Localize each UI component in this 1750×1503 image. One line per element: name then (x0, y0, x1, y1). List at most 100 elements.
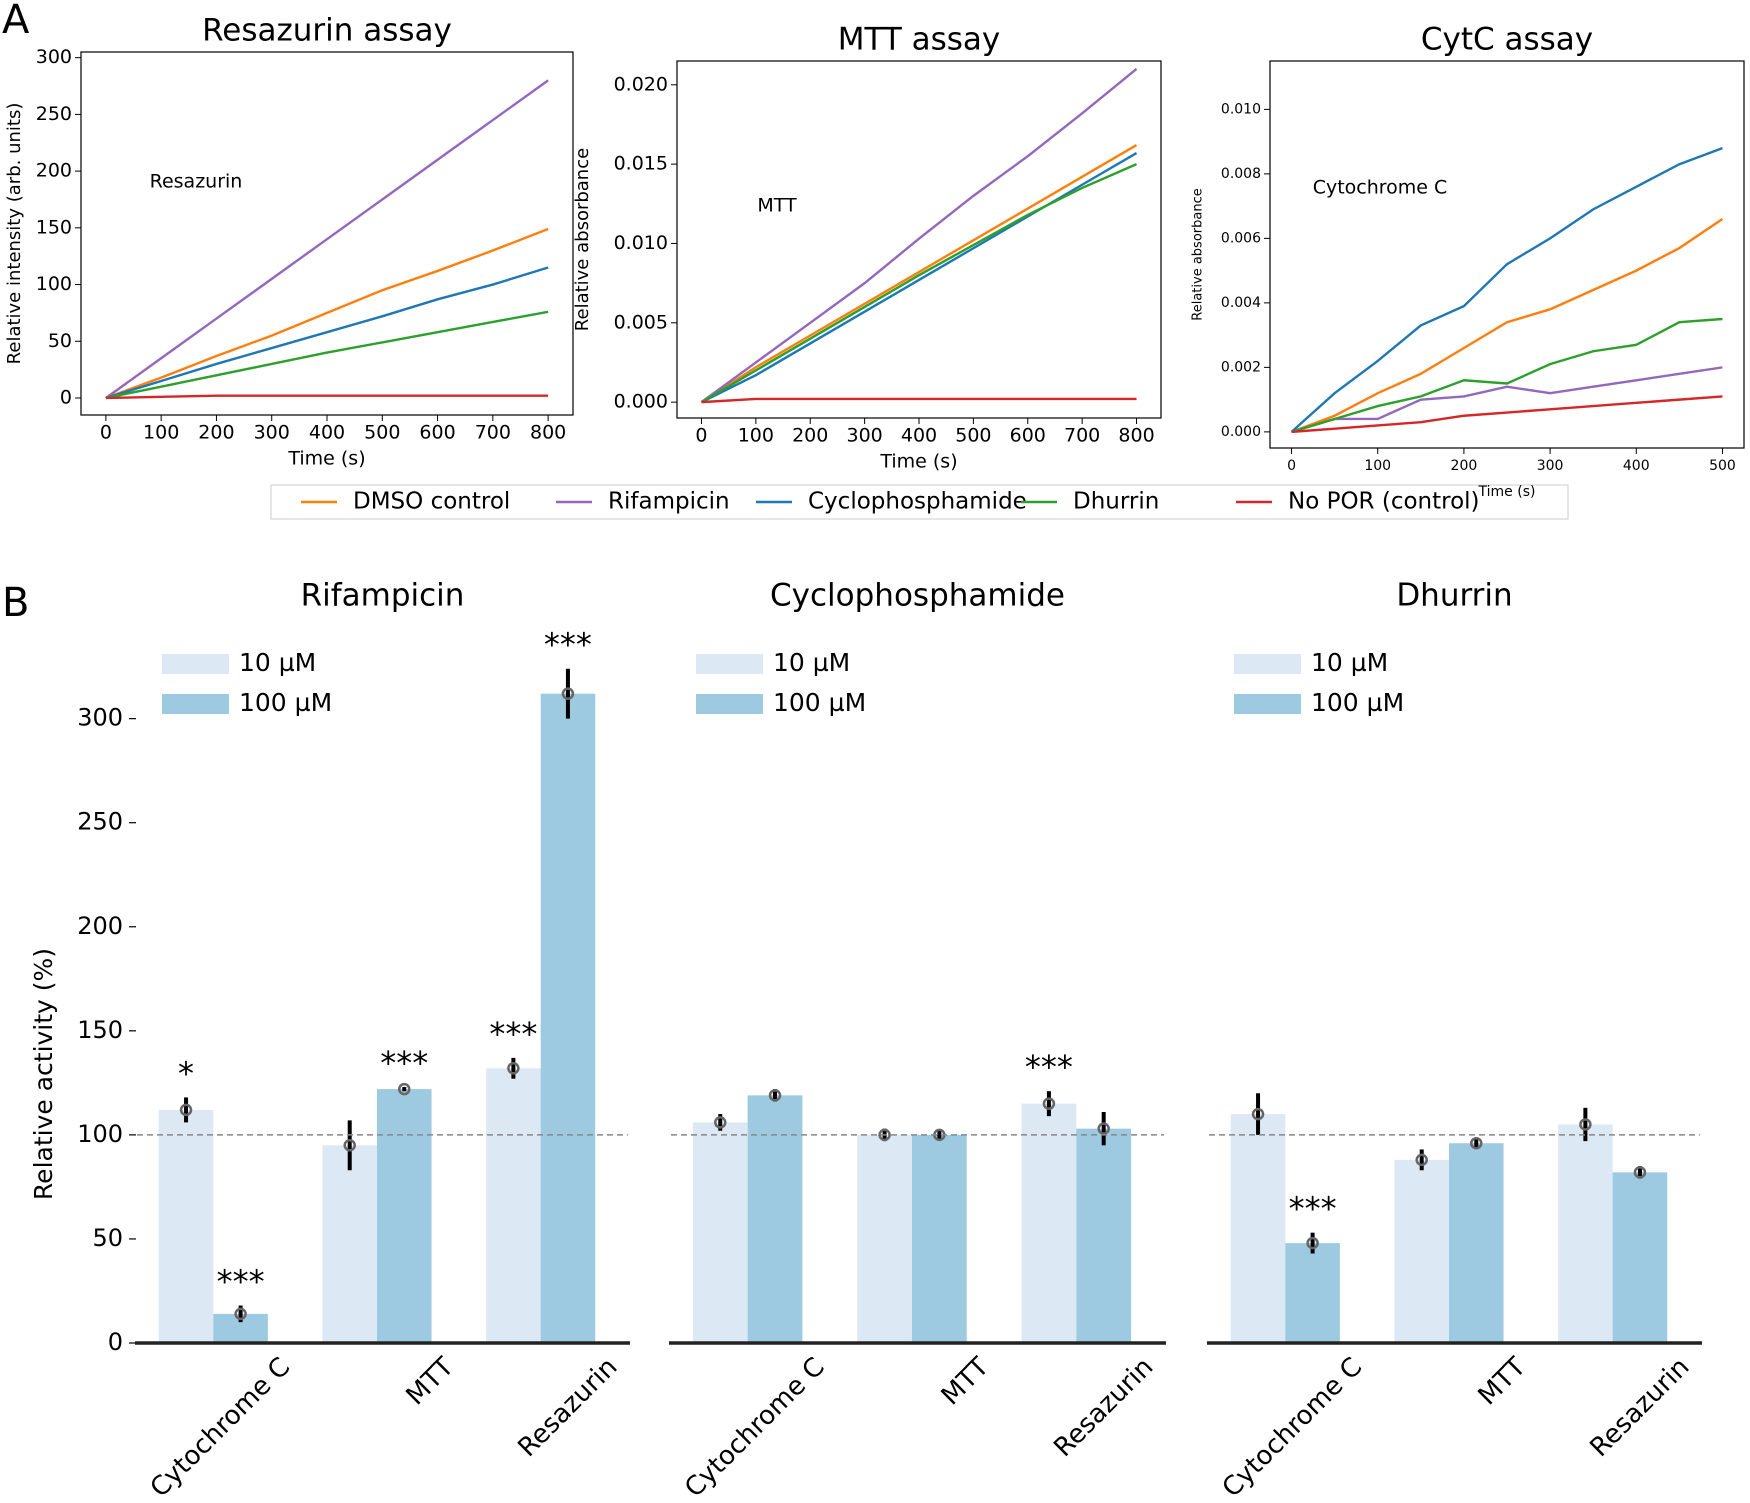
y-tick-label: 100 (77, 1120, 123, 1148)
series-line (700, 151, 1138, 404)
bar (1076, 1128, 1132, 1343)
bar (692, 1122, 748, 1343)
legend-label: DMSO control (353, 489, 510, 515)
x-tick-label: 300 (1537, 458, 1564, 474)
x-tick-label: 500 (1709, 458, 1736, 474)
point (1306, 1236, 1319, 1250)
y-tick-label: 50 (48, 330, 72, 352)
series-line (700, 163, 1138, 404)
x-axis-label: Time (s) (1478, 484, 1536, 500)
legend-label: 10 µM (1311, 648, 1388, 677)
significance: *** (1025, 1048, 1073, 1086)
point (1251, 1107, 1265, 1121)
series-line (701, 397, 1137, 404)
legend-box (270, 484, 1569, 520)
significance: * (178, 1054, 194, 1092)
point (343, 1139, 356, 1152)
point (713, 1116, 727, 1129)
point (1470, 1136, 1483, 1150)
series-line (1290, 146, 1723, 433)
y-tick-label: 250 (77, 808, 123, 836)
legend-swatch (696, 654, 763, 674)
y-axis-label: Relative activity (%) (29, 948, 58, 1200)
legend-label: No POR (control) (1288, 489, 1480, 515)
x-tick-label: 0 (1287, 458, 1296, 474)
x-tick-label: 700 (1064, 425, 1100, 447)
x-tick-label: 400 (309, 422, 345, 444)
point (768, 1089, 782, 1102)
plot-frame (1269, 60, 1745, 449)
y-tick-label: 0.010 (1221, 101, 1261, 117)
y-tick-label: 0.004 (1221, 295, 1261, 311)
point (1097, 1122, 1110, 1135)
inset-label: Resazurin (150, 171, 243, 193)
bar (1285, 1243, 1340, 1343)
plot-frame (80, 51, 574, 416)
x-tick-label: 300 (846, 425, 882, 447)
y-tick-label: 300 (77, 704, 123, 732)
y-tick-label: 50 (92, 1224, 123, 1252)
x-tick-label: Resazurin (513, 1352, 624, 1463)
x-tick-label: 500 (364, 422, 400, 444)
legend-label: 10 µM (773, 648, 850, 677)
series-line (105, 310, 549, 400)
y-tick-label: 150 (36, 216, 72, 238)
x-tick-label: 100 (143, 422, 179, 444)
x-tick-label: Resazurin (1048, 1352, 1159, 1463)
y-tick-label: 200 (36, 160, 72, 182)
y-tick-label: 0.002 (1221, 359, 1261, 375)
series-line (1291, 317, 1723, 434)
y-tick-label: 0.005 (614, 311, 668, 333)
series-line (1291, 395, 1723, 434)
bar (1448, 1143, 1504, 1343)
x-tick-label: MTT (936, 1352, 995, 1411)
y-tick-label: 0.008 (1221, 166, 1261, 182)
y-tick-label: 0.010 (614, 232, 668, 254)
bar (747, 1095, 803, 1343)
legend-label: 100 µM (239, 688, 332, 717)
series-line (1291, 218, 1724, 433)
series-line (105, 227, 549, 400)
x-tick-label: MTT (1473, 1352, 1532, 1411)
bar (1612, 1172, 1668, 1343)
y-tick-label: 0.006 (1221, 230, 1261, 246)
point (561, 687, 575, 700)
bar (486, 1068, 541, 1343)
series-line (1291, 366, 1723, 434)
chart-title: CytC assay (1421, 22, 1593, 58)
point (1415, 1153, 1428, 1167)
y-tick-label: 150 (77, 1016, 123, 1044)
legend-swatch (162, 694, 229, 714)
x-tick-label: 800 (1118, 425, 1154, 447)
x-tick-label: 500 (955, 425, 991, 447)
x-tick-label: 700 (475, 422, 511, 444)
point (507, 1062, 520, 1075)
point (179, 1103, 193, 1117)
x-tick-label: Cytochrome C (1217, 1352, 1368, 1503)
y-tick-label: 0 (108, 1328, 123, 1356)
bar (857, 1134, 912, 1343)
bar (540, 693, 596, 1343)
x-tick-label: 600 (1010, 425, 1046, 447)
y-tick-label: 300 (36, 46, 72, 68)
point (1579, 1118, 1592, 1131)
x-tick-label: 200 (198, 422, 234, 444)
x-tick-label: 400 (901, 425, 937, 447)
series-line (105, 394, 549, 400)
bar (158, 1109, 214, 1343)
x-axis-label: Time (s) (287, 448, 365, 470)
x-tick-label: 0 (695, 425, 707, 447)
bar (1021, 1103, 1077, 1343)
bar (1558, 1124, 1613, 1343)
y-tick-label: 0.000 (1221, 424, 1261, 440)
y-tick-label: 0.015 (614, 153, 668, 175)
y-tick-label: 250 (36, 103, 72, 125)
y-axis-label: Relative absorbance (1191, 188, 1206, 320)
point (1633, 1166, 1647, 1179)
x-tick-label: Resazurin (1585, 1352, 1696, 1463)
legend-label: Rifampicin (608, 489, 730, 515)
y-axis-label: Relative intensity (arb. units) (4, 103, 25, 365)
x-axis-label: Time (s) (879, 451, 957, 473)
series-line (700, 68, 1138, 404)
x-tick-label: 200 (1451, 458, 1478, 474)
